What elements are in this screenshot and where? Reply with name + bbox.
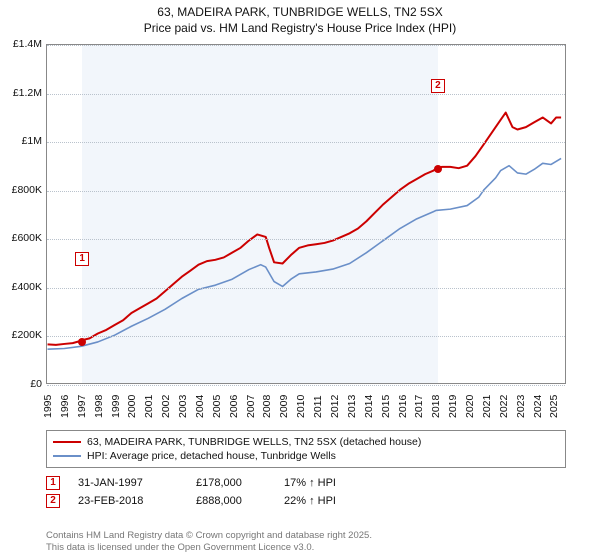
y-axis-label: £400K — [2, 281, 42, 293]
legend-item-price-paid: 63, MADEIRA PARK, TUNBRIDGE WELLS, TN2 5… — [53, 435, 559, 449]
x-axis-label: 1998 — [93, 395, 105, 418]
sale-row: 2 23-FEB-2018 £888,000 22% ↑ HPI — [46, 492, 566, 510]
x-axis-label: 2009 — [278, 395, 290, 418]
sale-marker-icon: 1 — [46, 476, 60, 490]
footer-line1: Contains HM Land Registry data © Crown c… — [46, 530, 566, 542]
sale-row: 1 31-JAN-1997 £178,000 17% ↑ HPI — [46, 474, 566, 492]
x-axis-label: 2016 — [397, 395, 409, 418]
legend-label: HPI: Average price, detached house, Tunb… — [87, 450, 336, 462]
x-axis-label: 2000 — [126, 395, 138, 418]
y-axis-label: £1M — [2, 135, 42, 147]
x-axis-label: 2002 — [160, 395, 172, 418]
x-axis-label: 2024 — [532, 395, 544, 418]
line-series — [47, 45, 565, 383]
chart-area: 12 £0£200K£400K£600K£800K£1M£1.2M£1.4M — [46, 44, 566, 384]
y-axis-label: £200K — [2, 329, 42, 341]
plot-area: 12 — [46, 44, 566, 384]
sale-pct-vs-hpi: 22% ↑ HPI — [284, 495, 374, 507]
x-axis-label: 2023 — [515, 395, 527, 418]
chart-title: 63, MADEIRA PARK, TUNBRIDGE WELLS, TN2 5… — [0, 0, 600, 36]
sale-marker-icon: 2 — [431, 79, 445, 93]
sale-price: £888,000 — [196, 495, 266, 507]
x-axis-label: 2015 — [380, 395, 392, 418]
y-axis-label: £1.2M — [2, 87, 42, 99]
x-axis-label: 2013 — [346, 395, 358, 418]
x-axis-label: 2004 — [194, 395, 206, 418]
x-axis-label: 2025 — [548, 395, 560, 418]
legend-item-hpi: HPI: Average price, detached house, Tunb… — [53, 449, 559, 463]
x-axis-label: 1996 — [59, 395, 71, 418]
sale-marker-icon: 1 — [75, 252, 89, 266]
x-axis-label: 2021 — [481, 395, 493, 418]
x-axis-labels: 1995199619971998199920002001200220032004… — [46, 388, 566, 428]
footer-line2: This data is licensed under the Open Gov… — [46, 542, 566, 554]
sales-list: 1 31-JAN-1997 £178,000 17% ↑ HPI 2 23-FE… — [46, 474, 566, 510]
sale-marker-icon: 2 — [46, 494, 60, 508]
x-axis-label: 2003 — [177, 395, 189, 418]
x-axis-label: 2014 — [363, 395, 375, 418]
x-axis-label: 1997 — [76, 395, 88, 418]
sale-date: 31-JAN-1997 — [78, 477, 178, 489]
legend-label: 63, MADEIRA PARK, TUNBRIDGE WELLS, TN2 5… — [87, 436, 421, 448]
attribution-footer: Contains HM Land Registry data © Crown c… — [46, 530, 566, 554]
y-axis-label: £600K — [2, 232, 42, 244]
sale-date: 23-FEB-2018 — [78, 495, 178, 507]
title-line1: 63, MADEIRA PARK, TUNBRIDGE WELLS, TN2 5… — [0, 4, 600, 20]
x-axis-label: 2010 — [295, 395, 307, 418]
x-axis-label: 2020 — [464, 395, 476, 418]
legend: 63, MADEIRA PARK, TUNBRIDGE WELLS, TN2 5… — [46, 430, 566, 468]
y-axis-label: £800K — [2, 184, 42, 196]
x-axis-label: 1999 — [110, 395, 122, 418]
x-axis-label: 2006 — [228, 395, 240, 418]
y-axis-label: £1.4M — [2, 38, 42, 50]
x-axis-label: 2008 — [261, 395, 273, 418]
legend-swatch — [53, 455, 81, 457]
x-axis-label: 2022 — [498, 395, 510, 418]
legend-swatch — [53, 441, 81, 443]
x-axis-label: 2017 — [413, 395, 425, 418]
x-axis-label: 2011 — [312, 395, 324, 418]
x-axis-label: 2007 — [245, 395, 257, 418]
sale-price: £178,000 — [196, 477, 266, 489]
x-axis-label: 2001 — [143, 395, 155, 418]
sale-dot — [434, 165, 442, 173]
x-axis-label: 2018 — [430, 395, 442, 418]
x-axis-label: 2019 — [447, 395, 459, 418]
sale-pct-vs-hpi: 17% ↑ HPI — [284, 477, 374, 489]
x-axis-label: 1995 — [42, 395, 54, 418]
title-line2: Price paid vs. HM Land Registry's House … — [0, 20, 600, 36]
y-axis-label: £0 — [2, 378, 42, 390]
x-axis-label: 2005 — [211, 395, 223, 418]
x-axis-label: 2012 — [329, 395, 341, 418]
sale-dot — [78, 338, 86, 346]
